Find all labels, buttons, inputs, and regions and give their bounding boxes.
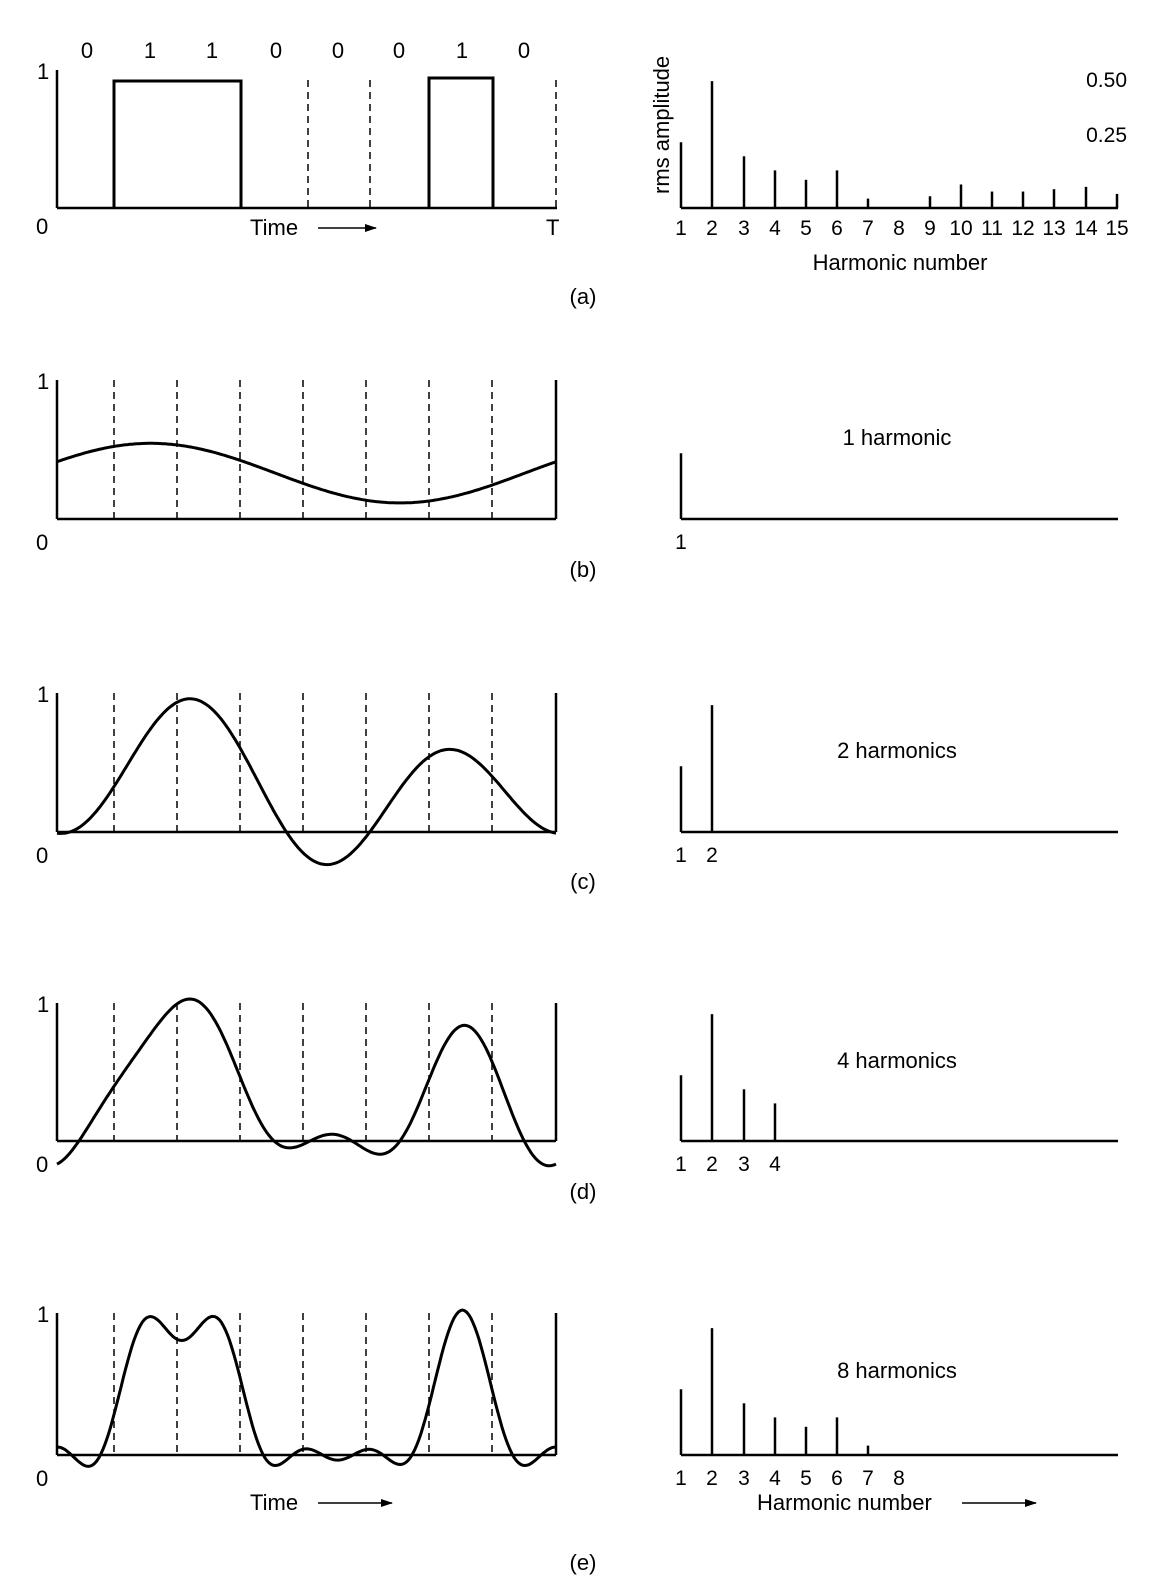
panel-title: 1 harmonic [843, 425, 952, 450]
y-label-one: 1 [37, 1302, 49, 1327]
y-label-one: 1 [37, 992, 49, 1017]
harmonic-tick-label: 5 [800, 217, 812, 240]
panel-title: 4 harmonics [837, 1048, 957, 1073]
panel-caption: (b) [570, 557, 597, 582]
harmonic-tick-label: 12 [1011, 217, 1034, 240]
bit-label: 0 [81, 38, 93, 63]
harmonic-tick-label: 11 [981, 217, 1003, 240]
harmonic-tick-label: 2 [706, 1467, 718, 1490]
spectrum-tick-050: 0.50 [1086, 69, 1127, 92]
approx-waveform [56, 697, 557, 867]
approx-waveform [56, 441, 557, 505]
spectrum-y-axis-label: rms amplitude [649, 56, 674, 194]
panel-c: 10 1 22 harmonics [36, 682, 1118, 868]
panel-b: 1 0 1 1 harmonic [36, 369, 1118, 555]
y-label-one: 1 [37, 682, 49, 707]
approx-waveform [56, 1308, 557, 1468]
harmonic-tick-label: 4 [769, 1467, 781, 1490]
harmonic-tick-label: 8 [893, 1467, 905, 1490]
spectrum-x-axis-label: Harmonic number [813, 250, 988, 275]
bit-label: 1 [206, 38, 218, 63]
harmonic-tick-label: 8 [893, 217, 905, 240]
spectrum-tick-025: 0.25 [1086, 124, 1127, 147]
panel-caption: (d) [570, 1179, 597, 1204]
panel-d: 10 1 2 3 44 harmonics [36, 992, 1118, 1177]
harmonic-tick-label: 7 [862, 217, 874, 240]
panel-caption: (e) [570, 1550, 597, 1575]
harmonic-tick-label: 3 [738, 1467, 750, 1490]
bit-label: 1 [456, 38, 468, 63]
bit-label: 0 [270, 38, 282, 63]
harmonic-tick-label: 2 [706, 1153, 718, 1176]
y-label-zero: 0 [36, 214, 48, 239]
panel-title: 2 harmonics [837, 738, 957, 763]
spectrum-bars [679, 81, 1119, 208]
bit-label: 0 [332, 38, 344, 63]
harmonic-tick-label: 10 [949, 217, 972, 240]
y-label-zero: 0 [36, 1152, 48, 1177]
bit-label: 0 [393, 38, 405, 63]
bit-label: 1 [144, 38, 156, 63]
harmonic-tick-label: 3 [738, 1153, 750, 1176]
harmonic-tick-label: 1 [675, 217, 687, 240]
harmonic-tick-label: 6 [831, 217, 843, 240]
panel-caption: (c) [570, 869, 596, 894]
harmonic-tick-label: 2 [706, 844, 718, 867]
harmonic-tick-label: 6 [831, 1467, 843, 1490]
harmonic-tick-label: 13 [1042, 217, 1065, 240]
harmonic-tick-label: 9 [924, 217, 936, 240]
pulse-bit-1 [427, 76, 495, 208]
y-label-one: 1 [37, 369, 49, 394]
harmonic-tick-label: 1 [675, 531, 687, 554]
harmonic-tick-label: 4 [769, 217, 781, 240]
panel-caption: (a) [570, 284, 597, 309]
harmonic-tick-label: 15 [1105, 217, 1128, 240]
harmonic-tick-label: 1 [675, 1467, 687, 1490]
panel-e: 10 1 2 3 4 5 6 7 88 harmonics [36, 1302, 1118, 1491]
pulse-bit-11 [112, 79, 243, 208]
bit-labels: 0 1 1 0 0 0 1 0 [81, 38, 530, 63]
harmonic-tick-label: 2 [706, 217, 718, 240]
time-label: Time [250, 1490, 298, 1515]
y-label-zero: 0 [36, 1466, 48, 1491]
spectrum-x-axis-label: Harmonic number [757, 1490, 932, 1515]
y-label-zero: 0 [36, 843, 48, 868]
harmonic-tick-label: 7 [862, 1467, 874, 1490]
panel-a: 0 1 1 0 0 0 1 0 1 0 Time T rms amplitude… [36, 38, 1129, 309]
approx-waveform [56, 997, 557, 1168]
time-label: Time [250, 215, 298, 240]
harmonic-tick-label: 1 [675, 844, 687, 867]
harmonic-tick-label: 4 [769, 1153, 781, 1176]
harmonic-tick-label: 1 [675, 1153, 687, 1176]
panel-title: 8 harmonics [837, 1358, 957, 1383]
harmonic-tick-label: 14 [1074, 217, 1098, 240]
harmonic-tick-labels: 1 2 3 4 5 6 7 8 9 10 11 12 13 14 15 [675, 217, 1129, 240]
x-label-end: T [546, 215, 559, 240]
bit-label: 0 [518, 38, 530, 63]
harmonic-tick-label: 5 [800, 1467, 812, 1490]
harmonic-tick-label: 3 [738, 217, 750, 240]
y-label-one: 1 [37, 59, 49, 84]
y-label-zero: 0 [36, 530, 48, 555]
